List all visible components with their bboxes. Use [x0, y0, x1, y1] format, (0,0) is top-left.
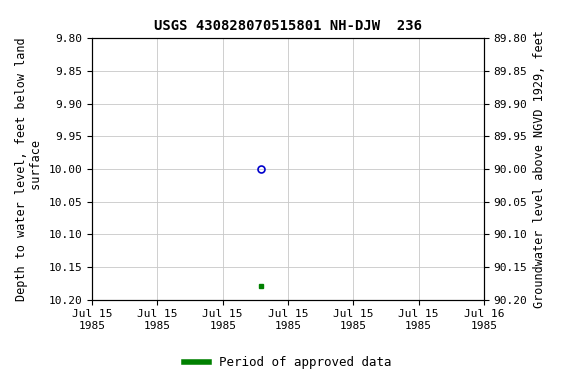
Y-axis label: Groundwater level above NGVD 1929, feet: Groundwater level above NGVD 1929, feet [533, 30, 546, 308]
Title: USGS 430828070515801 NH-DJW  236: USGS 430828070515801 NH-DJW 236 [154, 19, 422, 33]
Legend: Period of approved data: Period of approved data [179, 351, 397, 374]
Y-axis label: Depth to water level, feet below land
 surface: Depth to water level, feet below land su… [15, 37, 43, 301]
